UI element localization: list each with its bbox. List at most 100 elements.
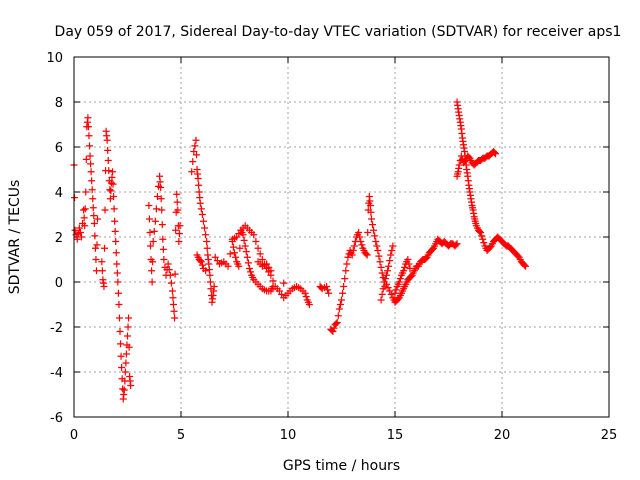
data-point <box>343 260 351 268</box>
data-point <box>188 168 196 176</box>
data-point <box>367 208 375 216</box>
data-point <box>341 275 349 283</box>
data-point <box>203 238 211 245</box>
data-point <box>479 235 487 243</box>
data-point <box>404 256 412 263</box>
data-point <box>301 289 309 297</box>
data-point <box>171 314 179 322</box>
data-point <box>112 238 120 245</box>
data-point <box>174 206 182 214</box>
data-point <box>492 150 500 158</box>
data-point <box>111 217 119 225</box>
data-point <box>336 301 344 308</box>
plot-frame <box>73 56 610 418</box>
data-point <box>374 247 382 254</box>
data-point <box>116 328 124 335</box>
x-tick-label: 10 <box>280 428 297 443</box>
data-point <box>90 212 98 220</box>
data-point <box>113 260 121 268</box>
data-point <box>344 253 352 261</box>
x-tick-label: 0 <box>70 428 78 443</box>
data-point <box>522 262 530 270</box>
data-point <box>149 258 157 266</box>
data-point <box>199 217 207 225</box>
data-point <box>71 226 79 234</box>
x-tick-label: 20 <box>494 428 511 443</box>
data-point <box>157 184 165 191</box>
data-point <box>370 226 378 234</box>
data-point <box>149 238 157 245</box>
data-point <box>377 263 385 271</box>
data-point <box>373 242 381 250</box>
data-point <box>358 241 366 249</box>
data-point <box>122 350 130 358</box>
data-point <box>98 267 106 275</box>
data-point <box>376 258 384 266</box>
chart-title: Day 059 of 2017, Sidereal Day-to-day VTE… <box>55 24 622 40</box>
data-point <box>196 199 204 207</box>
data-point <box>146 229 154 236</box>
x-axis-label: GPS time / hours <box>283 458 400 474</box>
data-point <box>159 235 167 243</box>
data-point <box>231 249 238 257</box>
data-point <box>101 206 109 214</box>
data-point <box>193 151 201 159</box>
data-point <box>520 261 528 269</box>
data-point <box>371 232 379 240</box>
data-points <box>70 98 530 403</box>
data-point <box>172 226 180 234</box>
data-point <box>240 236 248 244</box>
data-point <box>171 270 179 278</box>
data-point <box>269 277 277 285</box>
data-point <box>127 382 135 389</box>
data-point <box>103 136 111 144</box>
data-point <box>401 263 409 271</box>
data-point <box>175 230 183 238</box>
y-axis-label: SDTVAR / TECUs <box>7 180 23 295</box>
data-point <box>118 364 126 371</box>
data-point <box>384 284 392 292</box>
data-point <box>356 233 364 241</box>
data-point <box>82 188 90 196</box>
data-point <box>114 278 122 286</box>
data-point <box>338 296 345 304</box>
data-point <box>372 238 380 245</box>
data-point <box>80 214 88 222</box>
data-point <box>202 231 210 239</box>
data-point <box>91 244 99 252</box>
data-point <box>176 222 184 230</box>
data-point <box>232 253 240 261</box>
y-tick-label: 8 <box>55 96 63 111</box>
data-point <box>478 232 486 240</box>
data-point <box>152 205 160 213</box>
data-point <box>210 283 218 290</box>
data-point <box>173 198 181 206</box>
data-point <box>252 238 260 245</box>
data-point <box>258 256 266 263</box>
data-point <box>189 158 197 166</box>
data-point <box>104 146 112 154</box>
data-point <box>88 177 96 185</box>
data-point <box>196 257 204 265</box>
data-point <box>235 262 243 270</box>
data-point <box>400 267 408 275</box>
data-point <box>382 271 390 279</box>
data-point <box>342 267 350 275</box>
data-point <box>226 250 234 258</box>
data-point <box>94 215 102 223</box>
data-point <box>93 241 101 249</box>
data-point <box>166 271 174 279</box>
y-tick-label: 0 <box>55 276 63 291</box>
data-point <box>243 253 251 261</box>
data-point <box>453 240 461 248</box>
data-point <box>491 149 499 157</box>
data-point <box>388 247 396 254</box>
data-point <box>387 251 395 259</box>
data-point <box>194 175 202 182</box>
data-point <box>107 187 115 195</box>
data-point <box>165 266 173 274</box>
data-point <box>121 368 129 376</box>
data-point <box>117 340 125 348</box>
y-tick-label: -6 <box>50 411 63 426</box>
data-point <box>334 312 342 320</box>
